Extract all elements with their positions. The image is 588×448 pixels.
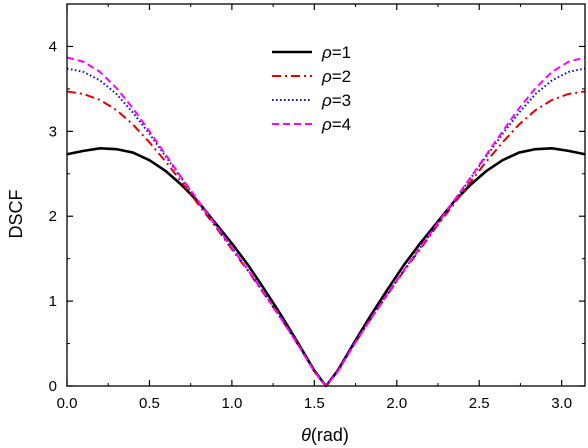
y-tick-label: 3 — [49, 123, 57, 140]
x-axis-label: θ(rad) — [301, 425, 349, 445]
plot-frame — [66, 3, 586, 387]
series-line-2 — [66, 90, 586, 387]
legend-label-3: ρ=3 — [321, 91, 351, 110]
x-tick-label: 2.0 — [386, 395, 407, 412]
y-axis-label: DSCF — [6, 189, 26, 238]
x-axis-label-symbol: θ — [301, 425, 311, 445]
x-tick-label: 1.5 — [304, 395, 325, 412]
legend-label-1: ρ=1 — [321, 43, 351, 62]
x-tick-label: 1.0 — [221, 395, 242, 412]
y-tick-label: 0 — [49, 378, 57, 395]
x-tick-label: 3.0 — [551, 395, 572, 412]
legend-label-4: ρ=4 — [321, 115, 351, 134]
legend-label-2: ρ=2 — [321, 67, 351, 86]
x-tick-label: 0.5 — [139, 395, 160, 412]
x-axis-label-unit: (rad) — [311, 425, 349, 445]
series-line-1 — [66, 147, 586, 388]
y-tick-label: 4 — [49, 38, 57, 55]
y-tick-label: 2 — [49, 208, 57, 225]
x-tick-label: 2.5 — [469, 395, 490, 412]
legend: ρ=1 ρ=2 ρ=3 ρ=4 — [272, 43, 351, 134]
x-tick-label: 0.0 — [57, 395, 78, 412]
axes: 0.0 0.5 1.0 1.5 2.0 2.5 3.0 0 1 2 3 4 — [49, 3, 586, 412]
y-tick-label: 1 — [49, 293, 57, 310]
